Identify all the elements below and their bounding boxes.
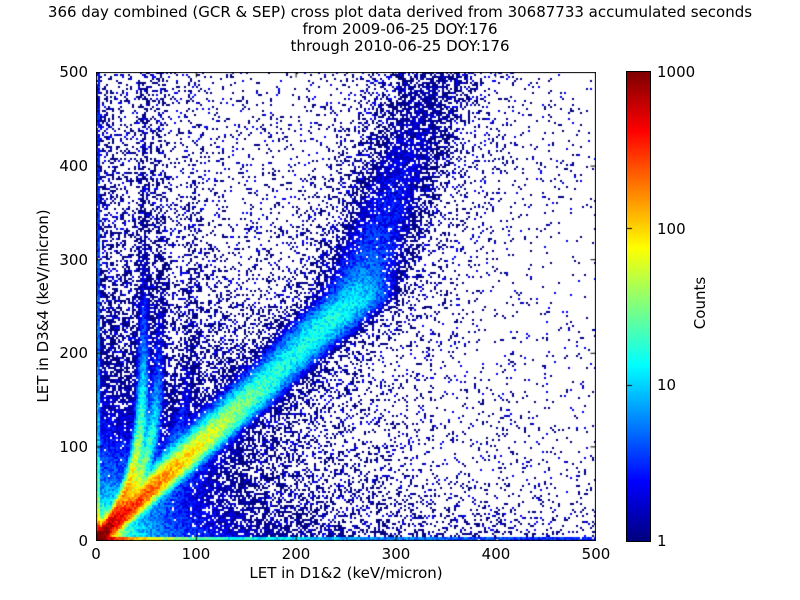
colorbar-tick-label: 1 [657, 532, 667, 550]
x-axis-label: LET in D1&2 (keV/micron) [249, 564, 443, 582]
y-tick-label: 0 [78, 532, 88, 550]
x-tick-label: 400 [481, 545, 511, 563]
y-tick-label: 200 [59, 344, 88, 362]
colorbar-tick-label: 1000 [657, 63, 696, 81]
y-tick-label: 500 [59, 63, 88, 81]
chart-title: 366 day combined (GCR & SEP) cross plot … [0, 4, 800, 55]
colorbar-tick-label: 100 [657, 220, 686, 238]
y-tick-label: 300 [59, 251, 88, 269]
colorbar-axis-label: Counts [691, 276, 709, 330]
y-tick-label: 100 [59, 438, 88, 456]
x-tick-label: 500 [581, 545, 611, 563]
title-line-3: through 2010-06-25 DOY:176 [290, 37, 510, 55]
colorbar-tick-label: 10 [657, 376, 677, 394]
x-tick-label: 0 [91, 545, 101, 563]
y-axis-label: LET in D3&4 (keV/micron) [34, 209, 52, 403]
y-tick-label: 400 [59, 157, 88, 175]
title-line-1: 366 day combined (GCR & SEP) cross plot … [47, 3, 753, 21]
x-tick-label: 300 [381, 545, 411, 563]
x-tick-label: 100 [181, 545, 211, 563]
colorbar [626, 71, 651, 542]
title-line-2: from 2009-06-25 DOY:176 [302, 20, 498, 38]
colorbar-gradient [627, 72, 650, 541]
x-tick-label: 200 [281, 545, 311, 563]
heatmap-plot-area [96, 72, 596, 541]
